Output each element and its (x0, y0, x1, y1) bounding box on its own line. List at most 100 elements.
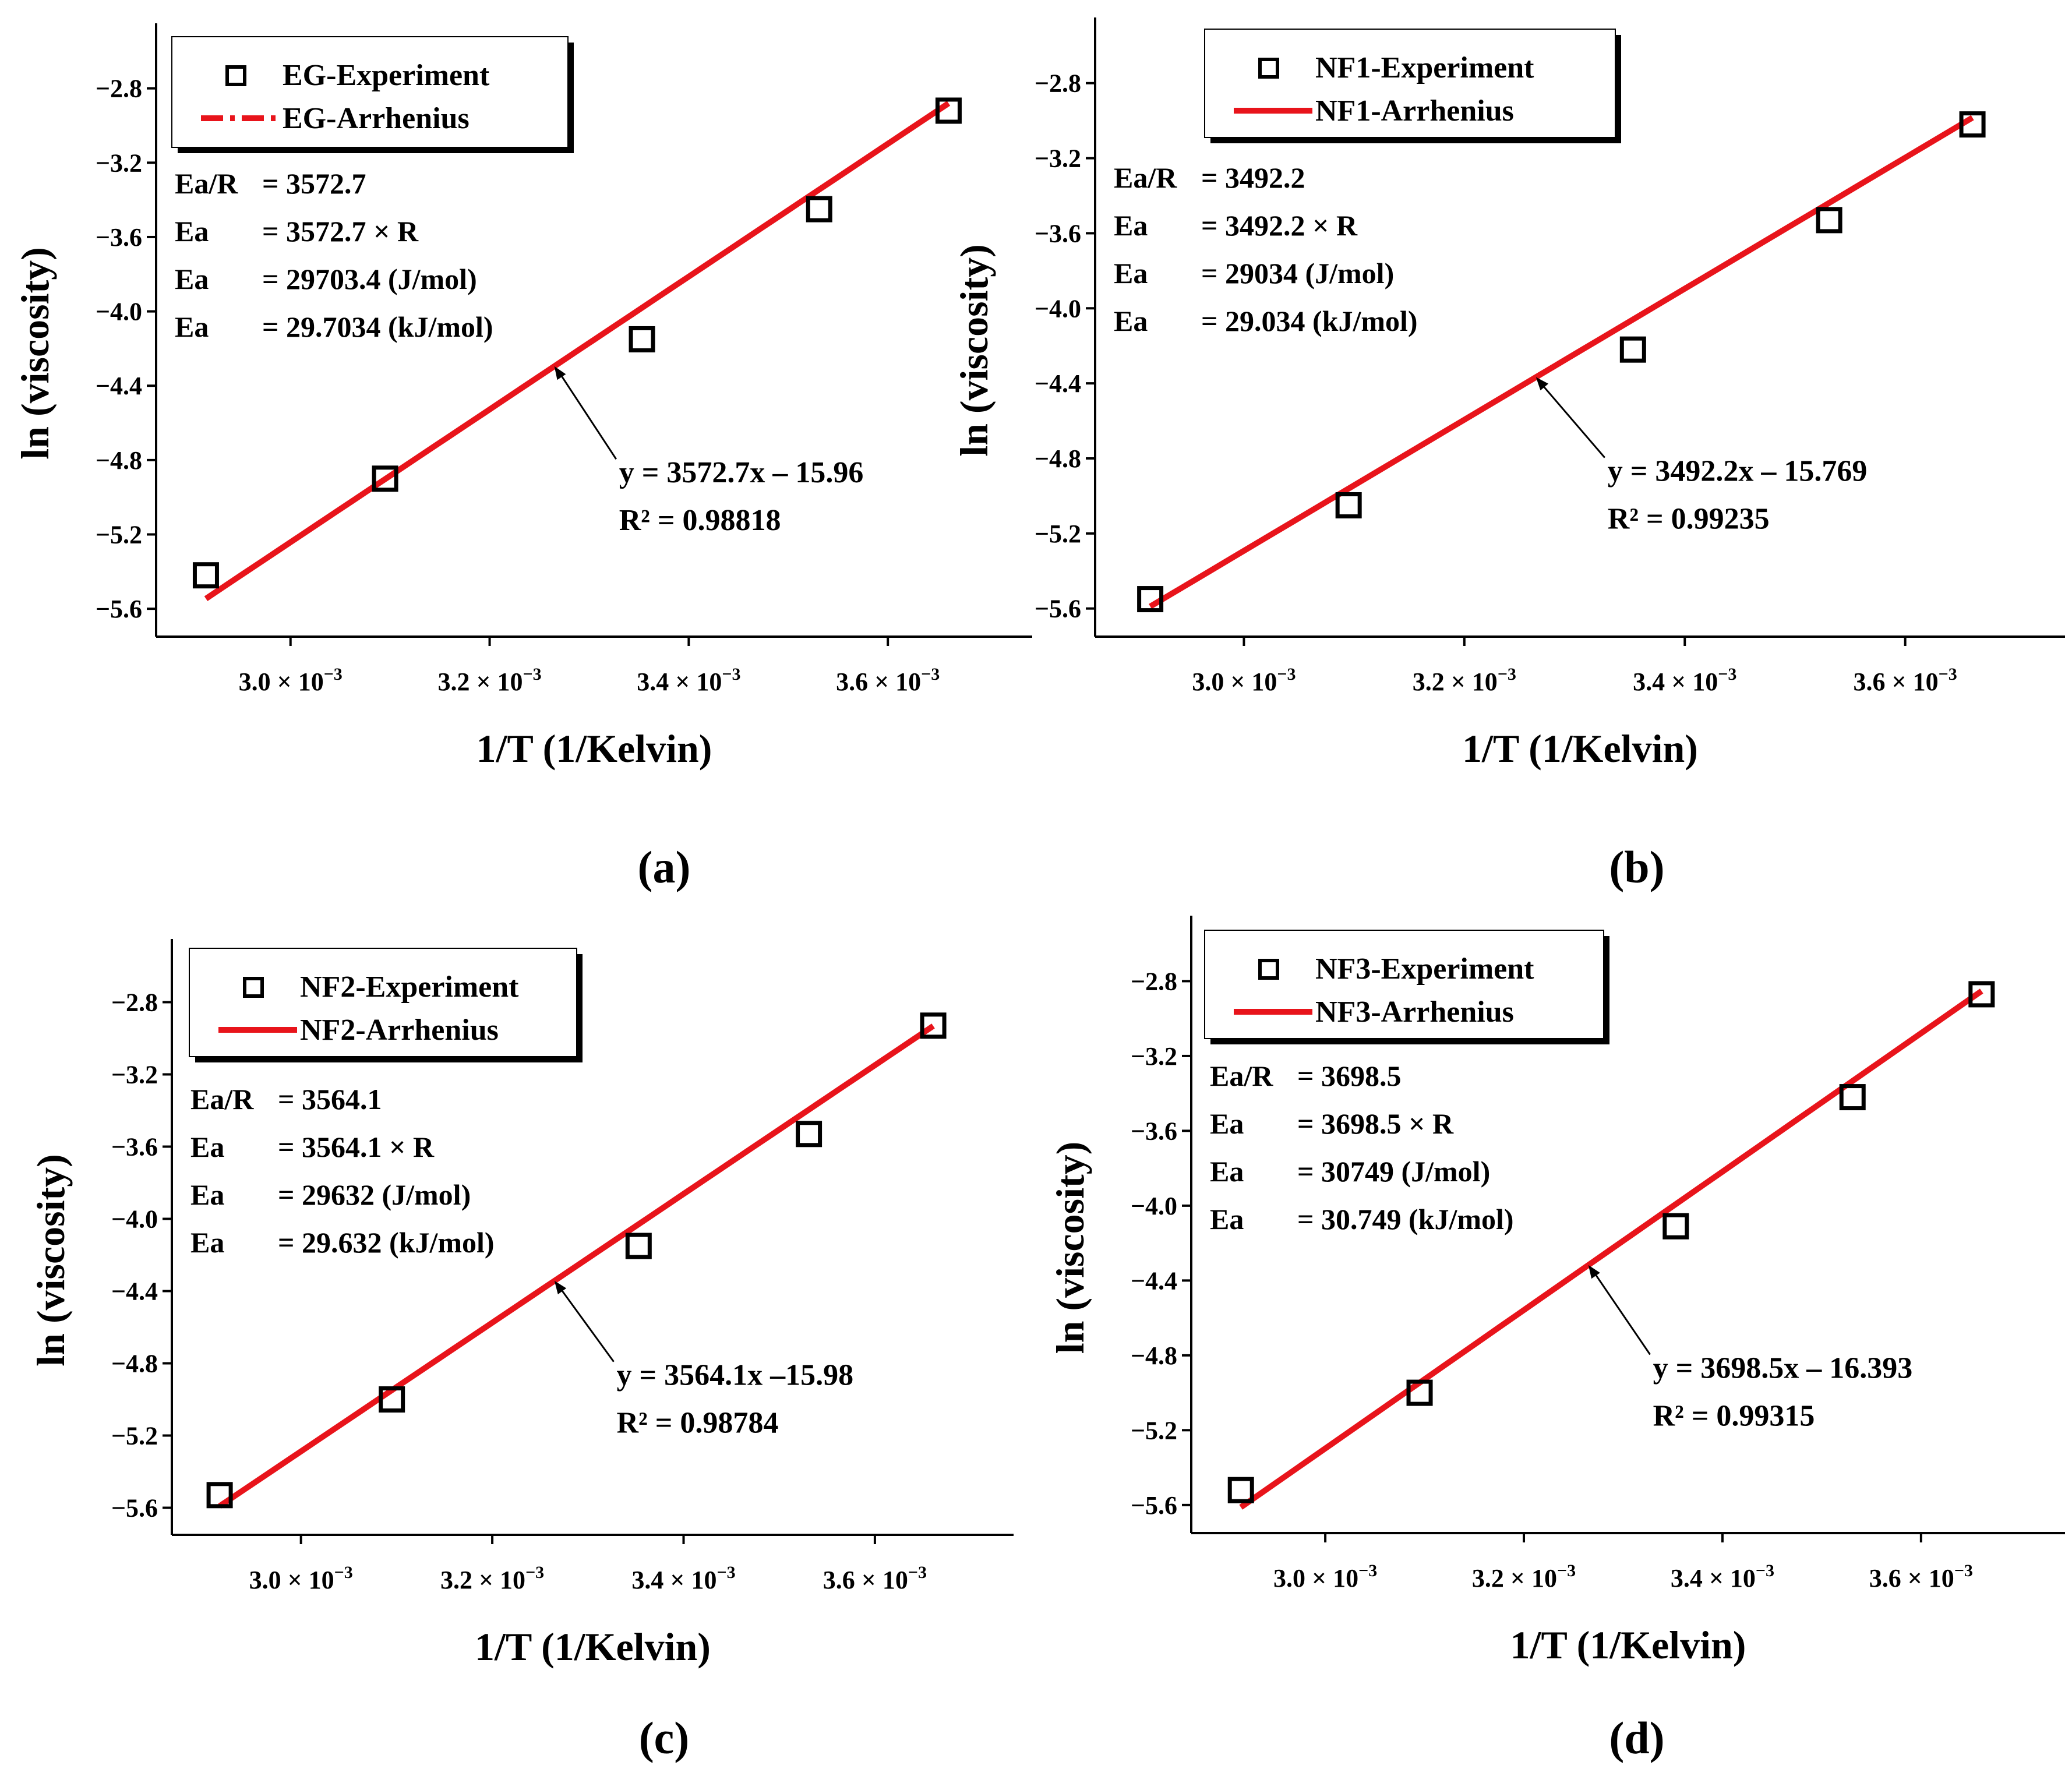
x-tick-mantissa: 3.4 (631, 1566, 663, 1594)
y-tick-label: −4.0 (96, 298, 142, 326)
x-tick-exponent: −3 (722, 665, 740, 684)
x-tick-label: 3.6 × 10−3 (1854, 665, 1957, 696)
x-tick-mantissa: 3.0 (239, 668, 271, 696)
panel-label: (c) (639, 1713, 690, 1763)
x-tick-mantissa: 3.2 (1413, 668, 1445, 696)
legend-entry-arrhenius: NF3-Arrhenius (1315, 995, 1514, 1029)
y-tick-label: −3.2 (1035, 144, 1081, 173)
y-tick-label: −4.4 (96, 372, 142, 400)
arrhenius-fit-line (1239, 988, 1983, 1510)
info-lhs: Ea (1114, 209, 1148, 242)
fit-equation: y = 3698.5x – 16.393 (1653, 1351, 1913, 1385)
annotation-arrow-head (554, 366, 566, 380)
y-axis-title: ln (viscosity) (1048, 1142, 1092, 1354)
experiment-point (372, 465, 398, 492)
x-tick-exponent: −3 (1498, 665, 1516, 684)
x-tick-mantissa: 3.0 (249, 1566, 281, 1594)
y-tick-label: −3.6 (1131, 1117, 1177, 1145)
x-tick-label: 3.4 × 10−3 (631, 1563, 735, 1594)
x-tick-mantissa: 3.0 (1192, 668, 1224, 696)
annotation-arrow-line (558, 371, 617, 460)
x-tick-mantissa: 3.2 (440, 1566, 472, 1594)
x-tick-mantissa: 3.4 (1633, 668, 1665, 696)
x-tick-label: 3.4 × 10−3 (637, 665, 740, 696)
experiment-point (1619, 336, 1646, 363)
y-tick-label: −4.0 (111, 1205, 158, 1234)
info-rhs: = 3698.5 × R (1297, 1107, 1454, 1140)
legend-marker-symbol (225, 65, 246, 86)
fit-r-squared: R² = 0.99315 (1653, 1399, 1815, 1432)
info-lhs: Ea (1210, 1107, 1244, 1140)
info-rhs: = 29.034 (kJ/mol) (1201, 305, 1418, 337)
y-tick-label: −2.8 (1035, 69, 1081, 98)
annotation-arrow-line (1592, 1270, 1651, 1355)
experiment-point (1839, 1084, 1866, 1111)
experiment-point (1662, 1213, 1689, 1240)
x-tick-mantissa: 3.4 (637, 668, 669, 696)
info-lhs: Ea/R (175, 167, 238, 200)
x-tick-label: 3.4 × 10−3 (1633, 665, 1736, 696)
info-rhs: = 3572.7 (262, 167, 366, 200)
info-lhs: Ea (175, 263, 209, 295)
experiment-point (1137, 586, 1164, 613)
x-tick-mantissa: 3.6 (1854, 668, 1886, 696)
y-tick-label: −2.8 (96, 75, 142, 103)
experiment-point (935, 97, 962, 124)
y-tick-label: −4.4 (1131, 1266, 1177, 1295)
experiment-point (1335, 492, 1362, 519)
x-tick-exponent: −3 (1954, 1561, 1973, 1580)
y-tick-label: −4.0 (1035, 294, 1081, 323)
x-tick-exponent: −3 (334, 1563, 353, 1582)
legend-entry-arrhenius: NF1-Arrhenius (1315, 94, 1514, 128)
info-rhs: = 3572.7 × R (262, 215, 419, 248)
y-tick-label: −5.6 (111, 1494, 158, 1523)
fit-r-squared: R² = 0.98784 (617, 1407, 779, 1440)
x-tick-mantissa: 3.6 (823, 1566, 855, 1594)
y-tick-label: −4.8 (111, 1350, 158, 1378)
info-lhs: Ea/R (1114, 161, 1177, 194)
arrhenius-fit-line (204, 101, 951, 601)
experiment-point (1227, 1477, 1254, 1503)
x-tick-mantissa: 3.0 (1273, 1564, 1305, 1593)
x-tick-label: 3.0 × 10−3 (249, 1563, 353, 1594)
y-tick-label: −5.2 (111, 1422, 158, 1450)
y-tick-label: −3.6 (96, 223, 142, 252)
x-tick-exponent: −3 (523, 665, 542, 684)
y-tick-label: −3.2 (96, 149, 142, 177)
legend-box (171, 36, 569, 148)
x-tick-exponent: −3 (1756, 1561, 1774, 1580)
experiment-point (379, 1386, 405, 1413)
y-axis-title: ln (viscosity) (13, 247, 57, 460)
info-rhs: = 29034 (J/mol) (1201, 257, 1394, 289)
panel-label: (a) (638, 842, 691, 892)
info-rhs: = 29.632 (kJ/mol) (278, 1226, 495, 1259)
info-rhs: = 3564.1 × R (278, 1131, 435, 1163)
x-axis-title: 1/T (1/Kelvin) (1510, 1623, 1746, 1667)
x-tick-exponent: −3 (1358, 1561, 1377, 1580)
x-tick-label: 3.6 × 10−3 (836, 665, 940, 696)
x-tick-label: 3.0 × 10−3 (1273, 1561, 1377, 1593)
info-lhs: Ea (175, 215, 209, 248)
experiment-point (1816, 207, 1842, 234)
annotation-arrow-line (1540, 382, 1605, 458)
x-tick-mantissa: 3.2 (437, 668, 470, 696)
y-tick-label: −4.0 (1131, 1192, 1177, 1220)
experiment-point (1968, 981, 1995, 1008)
y-tick-label: −4.4 (111, 1277, 158, 1306)
chart-panel-d: −2.8 −3.2 −3.6 −4.0 −4.4 −4.8 −5.2 −5.6 3.0 × 10… (1048, 916, 2065, 1763)
x-tick-label: 3.0 × 10−3 (239, 665, 343, 696)
x-tick-exponent: −3 (1939, 665, 1957, 684)
y-tick-label: −5.2 (1035, 520, 1081, 548)
panel-label: (b) (1609, 842, 1664, 892)
info-lhs: Ea (1210, 1155, 1244, 1188)
x-tick-label: 3.6 × 10−3 (1869, 1561, 1973, 1593)
x-tick-label: 3.2 × 10−3 (437, 665, 541, 696)
fit-equation: y = 3564.1x –15.98 (617, 1359, 854, 1392)
x-tick-label: 3.2 × 10−3 (1413, 665, 1516, 696)
y-tick-label: −4.8 (96, 446, 142, 475)
x-tick-exponent: −3 (525, 1563, 544, 1582)
y-tick-label: −4.8 (1131, 1341, 1177, 1370)
x-tick-mantissa: 3.6 (836, 668, 868, 696)
x-tick-label: 3.2 × 10−3 (1472, 1561, 1576, 1593)
